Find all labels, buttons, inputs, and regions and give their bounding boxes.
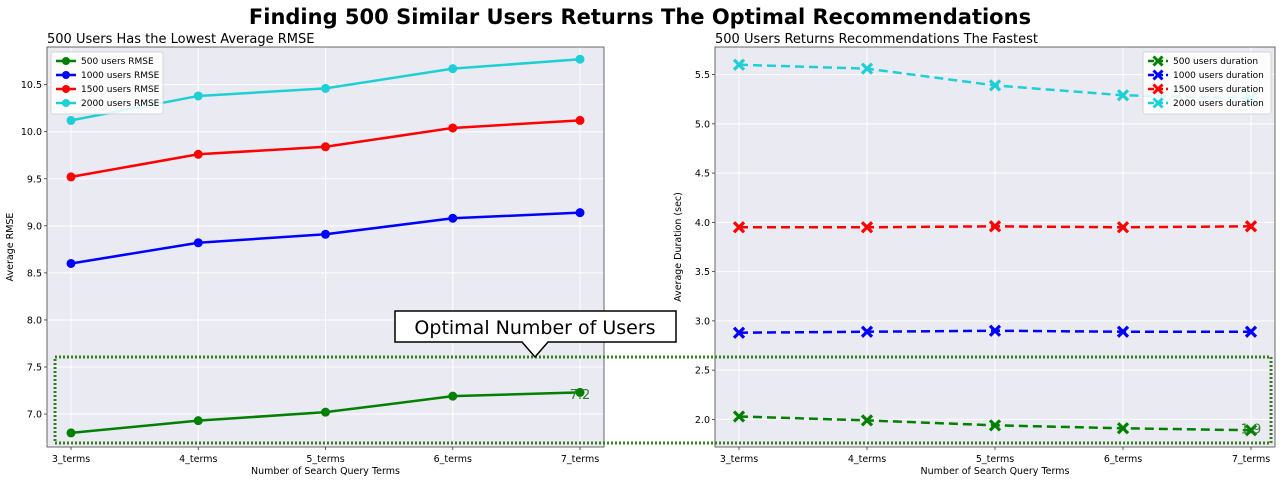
legend-entry: 1000 users duration [1173,71,1264,81]
y-tick-label: 4.5 [695,169,710,180]
y-tick-label: 9.5 [27,174,42,185]
y-tick-label: 4.0 [695,218,710,229]
data-point [575,115,585,125]
y-tick-label: 10.0 [21,127,42,138]
data-point [448,64,458,74]
data-point [193,91,203,101]
y-tick-label: 3.0 [695,316,710,327]
chart-title: 500 Users Returns Recommendations The Fa… [715,32,1038,47]
data-point [988,419,1002,432]
legend-swatch-marker [1152,83,1164,95]
data-point [988,324,1002,337]
data-point [448,213,458,223]
data-point [988,220,1002,233]
legend-entry: 1000 users RMSE [81,71,160,81]
x-tick-label: 7_terms [1232,454,1270,465]
legend-entry: 1500 users RMSE [81,85,160,95]
legend-entry: 500 users duration [1173,57,1258,67]
legend-swatch-marker [1152,69,1164,81]
y-tick-label: 7.0 [27,410,42,421]
data-point [732,326,746,339]
data-point [860,62,874,75]
data-point [732,58,746,71]
data-point [732,221,746,234]
legend-swatch-marker [62,99,70,107]
legend [1142,51,1272,115]
data-point [1244,220,1258,233]
value-annotation: 1.9 [1241,422,1262,437]
legend-swatch-marker [62,71,70,79]
legend-entry: 2000 users duration [1173,99,1264,109]
data-point [1116,221,1130,234]
legend [50,51,164,115]
figure-title: Finding 500 Similar Users Returns The Op… [249,5,1031,29]
data-point [1116,89,1130,102]
data-point [1244,424,1258,437]
data-point [1244,325,1258,338]
data-point [575,387,585,397]
y-axis-label: Average Duration (sec) [673,192,684,302]
x-tick-label: 3_terms [720,454,758,465]
data-point [575,208,585,218]
data-point [860,325,874,338]
data-point [1116,422,1130,435]
data-point [321,142,330,152]
x-tick-label: 6_terms [434,454,472,465]
data-point [193,238,203,248]
y-tick-label: 3.5 [695,267,710,278]
y-axis-label: Average RMSE [5,213,16,282]
x-tick-label: 5_terms [976,454,1014,465]
x-tick-label: 6_terms [1104,454,1142,465]
y-tick-label: 8.0 [27,315,42,326]
y-tick-label: 5.5 [695,70,710,81]
y-tick-label: 7.5 [27,363,42,374]
y-tick-label: 2.5 [695,366,710,377]
data-point [66,258,76,268]
data-point [732,410,746,423]
optimal-highlight-box [53,355,1273,445]
legend-swatch-marker [1152,97,1164,109]
x-tick-label: 5_terms [306,454,344,465]
x-tick-label: 3_terms [52,454,90,465]
y-tick-label: 9.0 [27,221,42,232]
x-tick-label: 4_terms [179,454,217,465]
data-point [321,407,330,417]
data-point [448,391,458,401]
data-point [66,172,76,182]
value-annotation: 7.2 [570,388,591,403]
x-axis-label: Number of Search Query Terms [251,466,400,477]
y-tick-label: 8.5 [27,268,42,279]
x-tick-label: 4_terms [848,454,886,465]
data-point [66,115,76,125]
duration-chart: 500 Users Returns Recommendations The Fa… [673,32,1276,477]
data-point [448,123,458,133]
y-tick-label: 5.0 [695,119,710,130]
legend-swatch-marker [62,57,70,65]
data-point [66,428,76,438]
legend-swatch-marker [1152,55,1164,67]
data-point [988,79,1002,92]
x-tick-label: 7_terms [561,454,599,465]
data-point [1116,325,1130,338]
y-tick-label: 2.0 [695,415,710,426]
data-point [575,54,585,64]
x-axis-label: Number of Search Query Terms [921,466,1070,477]
legend-entry: 2000 users RMSE [81,99,160,109]
y-tick-label: 10.5 [21,80,42,91]
callout-text: Optimal Number of Users [414,317,655,339]
rmse-chart: 500 Users Has the Lowest Average RMSE 7.0… [5,32,605,477]
data-point [193,149,203,159]
highlight-overlay: Optimal Number of Users [53,310,1273,445]
legend-swatch-marker [62,85,70,93]
data-point [193,416,203,426]
data-point [860,414,874,427]
chart-title: 500 Users Has the Lowest Average RMSE [47,32,314,47]
data-point [860,221,874,234]
data-point [321,83,330,93]
data-point [321,229,330,239]
legend-entry: 1500 users duration [1173,85,1264,95]
legend-entry: 500 users RMSE [81,57,154,67]
callout-box [394,310,677,359]
